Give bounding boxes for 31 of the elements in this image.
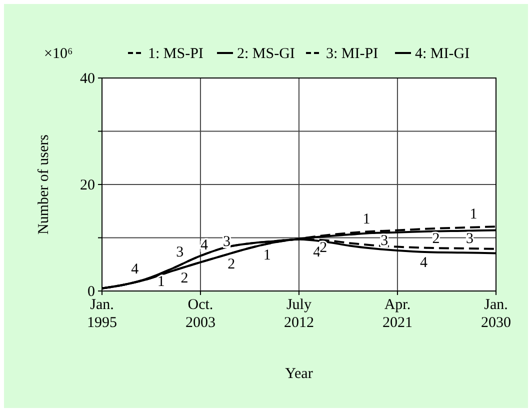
legend-label: 2: MS-GI	[237, 46, 295, 62]
annotation: 2	[320, 240, 328, 256]
y-axis-title: Number of users	[36, 134, 52, 234]
x-tick-label: Jan. 2030	[481, 297, 511, 331]
annotation: 4	[200, 238, 209, 254]
annotation: 3	[176, 244, 184, 260]
annotation: 1	[157, 274, 165, 290]
x-tick-label: Jan. 1995	[87, 297, 117, 331]
y-tick-label: 40	[80, 70, 95, 87]
annotation: 1	[263, 248, 271, 264]
legend-label: 3: MI-PI	[326, 46, 378, 62]
annotation: 3	[380, 233, 388, 250]
annotation: 4	[313, 244, 322, 260]
annotation: 1	[470, 206, 478, 223]
annotation: 2	[180, 270, 188, 286]
legend-label: 1: MS-PI	[148, 46, 204, 62]
x-tick-label: Apr. 2021	[382, 297, 412, 331]
text: ×10⁶	[44, 46, 73, 62]
y-tick-label: 20	[80, 177, 95, 194]
annotation: 3	[466, 230, 474, 247]
annotation: 1	[362, 211, 370, 228]
annotation: 4	[420, 255, 428, 272]
legend-label: 4: MI-GI	[415, 46, 470, 62]
y-tick-label: 0	[88, 284, 95, 300]
x-tick-label: July 2012	[284, 297, 314, 331]
annotation: 2	[432, 231, 440, 248]
annotation: 4	[131, 261, 140, 278]
annotation: 2	[228, 256, 236, 273]
x-axis-title: Year	[285, 366, 313, 382]
x-tick-label: Oct. 2003	[185, 297, 216, 331]
annotation: 3	[223, 234, 231, 250]
